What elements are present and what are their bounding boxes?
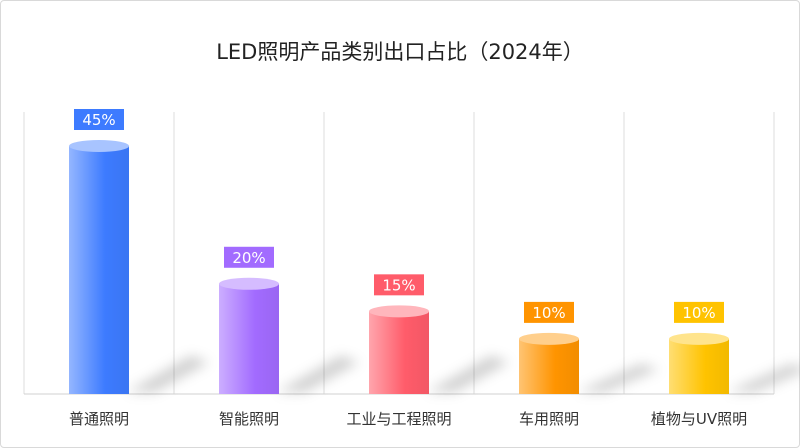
bar	[369, 311, 429, 394]
bar-shadow	[427, 355, 509, 392]
label-layer: 45% 普通照明 20% 智能照明 15% 工业与工程照明 10% 车用照明 10% 植物与UV照…	[69, 109, 747, 428]
bar	[519, 338, 579, 394]
bar-shadow	[577, 363, 659, 392]
bar	[219, 283, 279, 394]
bar-cap	[219, 277, 279, 290]
value-badge	[74, 109, 124, 130]
value-label: 20%	[232, 249, 265, 267]
shadow-layer	[127, 355, 800, 392]
value-label: 10%	[532, 304, 565, 322]
value-badge	[224, 246, 274, 268]
value-badge	[524, 301, 574, 323]
value-badge	[674, 301, 724, 323]
value-label: 10%	[682, 304, 715, 322]
value-badge	[374, 274, 424, 296]
bar-cap	[369, 305, 429, 318]
bar	[69, 146, 129, 394]
bar-shadow	[727, 363, 800, 392]
value-label: 45%	[82, 111, 115, 129]
chart-title: LED照明产品类别出口占比（2024年）	[216, 40, 584, 64]
bar-layer	[69, 140, 729, 394]
category-label: 工业与工程照明	[346, 410, 451, 428]
category-label: 车用照明	[519, 410, 579, 428]
bar-cap	[669, 332, 729, 345]
category-label: 植物与UV照明	[651, 410, 747, 428]
value-label: 15%	[382, 276, 415, 294]
bar	[669, 338, 729, 394]
category-label: 普通照明	[69, 410, 129, 428]
bar-shadow	[127, 355, 209, 392]
bar-cap	[519, 332, 579, 345]
category-label: 智能照明	[219, 410, 279, 428]
bar-shadow	[277, 355, 359, 392]
bar-cap	[69, 140, 129, 152]
